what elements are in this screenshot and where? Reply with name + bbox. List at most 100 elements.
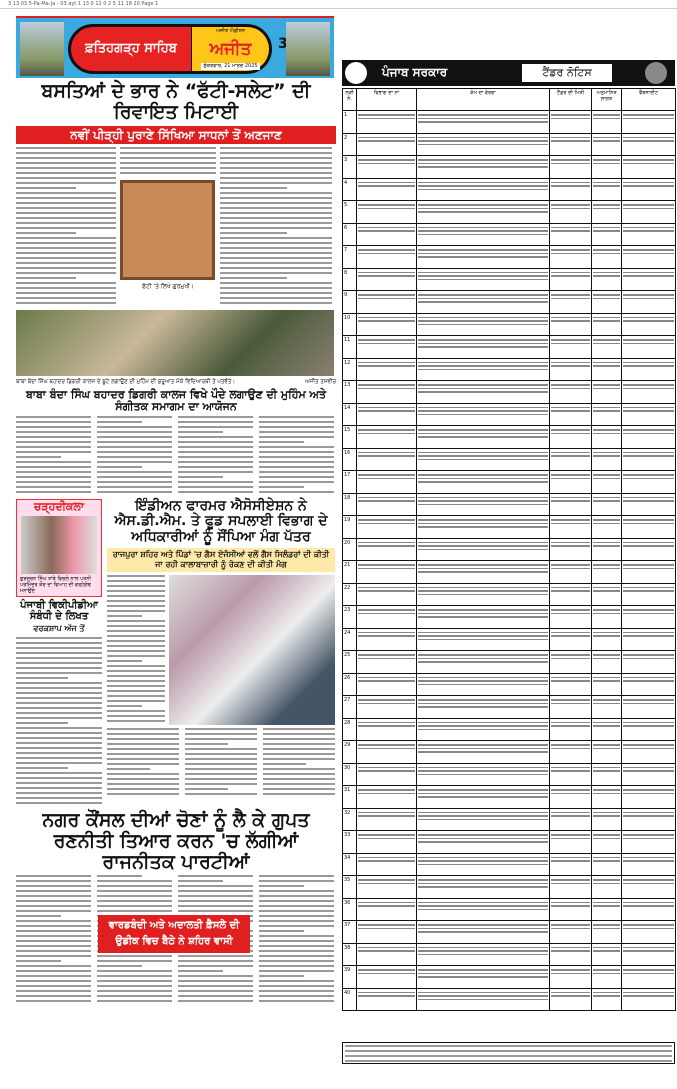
text-line <box>107 650 165 653</box>
text-line <box>259 985 334 988</box>
text-line <box>593 384 620 386</box>
tender-cell <box>356 897 417 921</box>
text-line <box>623 972 674 974</box>
tender-cell <box>549 200 592 224</box>
text-line <box>185 758 257 761</box>
tender-row: 6 <box>342 222 676 246</box>
text-line <box>16 950 91 953</box>
tender-cell <box>621 762 676 786</box>
row-number: 22 <box>342 582 357 606</box>
text-line <box>418 766 548 768</box>
text-line <box>593 522 620 524</box>
tender-column-header: ਵਿਭਾਗ ਦਾ ਨਾਂ <box>356 88 417 111</box>
text-line <box>16 251 116 254</box>
text-line <box>16 716 102 719</box>
tender-cell <box>416 897 550 921</box>
text-line <box>220 151 332 154</box>
text-line <box>593 680 620 682</box>
text-line <box>16 786 102 789</box>
text-line <box>185 733 257 736</box>
tender-cell <box>621 447 676 471</box>
tender-cell <box>621 200 676 224</box>
text-line <box>16 945 91 948</box>
text-line <box>418 792 548 794</box>
text-line <box>551 815 590 817</box>
punjab-emblem-icon <box>345 62 367 84</box>
text-line <box>593 702 620 704</box>
text-line <box>358 384 415 386</box>
text-line <box>358 410 415 412</box>
tender-cell <box>549 357 592 381</box>
row-number: 36 <box>342 897 357 921</box>
text-line <box>16 201 116 204</box>
text-line <box>593 654 620 656</box>
tender-cell <box>621 357 676 381</box>
text-line <box>593 744 620 746</box>
text-line <box>259 960 334 963</box>
text-line <box>178 415 253 418</box>
text-line <box>16 761 102 764</box>
text-line <box>178 960 253 963</box>
row-number: 4 <box>342 177 357 201</box>
text-line <box>178 985 253 988</box>
text-line <box>418 339 548 341</box>
text-line <box>16 450 91 453</box>
text-line <box>259 415 334 418</box>
text-line <box>178 425 253 428</box>
text-line <box>97 435 172 438</box>
text-line <box>418 496 548 498</box>
text-line <box>623 882 674 884</box>
text-line <box>358 612 415 614</box>
text-line <box>16 671 102 674</box>
text-line <box>623 590 674 592</box>
text-line <box>358 725 415 727</box>
text-line <box>358 162 415 164</box>
text-line <box>418 818 548 820</box>
text-line <box>623 477 674 479</box>
text-line <box>16 696 102 699</box>
text-line <box>593 972 620 974</box>
text-line <box>418 230 548 232</box>
tender-cell <box>549 605 592 629</box>
text-line <box>358 927 415 929</box>
text-line <box>551 429 590 431</box>
text-line <box>345 1045 672 1047</box>
text-line <box>97 455 172 458</box>
row-number: 23 <box>342 605 357 629</box>
text-line <box>16 281 116 284</box>
body-text-column <box>16 146 116 307</box>
text-line <box>16 161 116 164</box>
tender-cell <box>416 965 550 989</box>
text-line <box>623 361 674 363</box>
text-line <box>358 770 415 772</box>
tender-row: 7 <box>342 245 676 269</box>
text-line <box>259 975 304 978</box>
text-line <box>16 490 91 493</box>
text-line <box>16 885 91 888</box>
tender-cell <box>416 335 550 359</box>
text-line <box>16 231 76 234</box>
body-text-column <box>342 1042 675 1064</box>
text-line <box>551 590 590 592</box>
text-line <box>16 726 102 729</box>
text-line <box>220 201 332 204</box>
text-line <box>259 445 334 448</box>
tender-row: 14 <box>342 402 676 426</box>
text-line <box>16 746 102 749</box>
tender-cell <box>549 470 592 494</box>
text-line <box>97 970 172 973</box>
headline-story4: ਨਗਰ ਕੌਂਸਲ ਦੀਆਂ ਚੋਣਾਂ ਨੂੰ ਲੈ ਕੇ ਗੁਪਤ ਰਣਨੀ… <box>42 808 310 873</box>
text-line <box>418 969 548 971</box>
text-line <box>551 991 590 993</box>
body-text-column <box>220 146 332 307</box>
tender-cell <box>416 267 550 291</box>
text-line <box>551 140 590 142</box>
text-line <box>551 586 590 588</box>
tender-cell <box>591 830 622 854</box>
text-line <box>551 365 590 367</box>
text-line <box>418 789 548 791</box>
text-line <box>418 503 548 505</box>
text-line <box>623 185 674 187</box>
tender-cell <box>591 425 622 449</box>
text-line <box>358 766 415 768</box>
